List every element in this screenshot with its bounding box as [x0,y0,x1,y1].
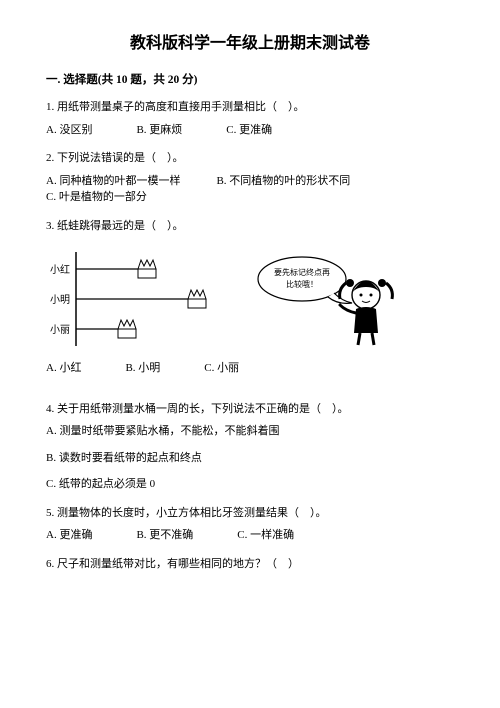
question-5: 5. 测量物体的长度时，小立方体相比牙签测量结果（ ）。 A. 更准确 B. 更… [46,505,454,544]
q5-opt-a: A. 更准确 [46,527,92,544]
q4-opt-b: B. 读数时要看纸带的起点和终点 [46,450,454,467]
q5-opt-b: B. 更不准确 [136,527,193,544]
q1-opt-a: A. 没区别 [46,122,92,139]
q2-text: 2. 下列说法错误的是（ ）。 [46,150,454,167]
q3-opt-b: B. 小明 [125,360,160,377]
q1-text: 1. 用纸带测量桌子的高度和直接用手测量相比（ ）。 [46,99,454,116]
race-name-a: 小红 [50,263,70,276]
question-4: 4. 关于用纸带测量水桶一周的长，下列说法不正确的是（ ）。 A. 测量时纸带要… [46,401,454,493]
question-2: 2. 下列说法错误的是（ ）。 A. 同种植物的叶都一模一样 B. 不同植物的叶… [46,150,454,206]
q4-text: 4. 关于用纸带测量水桶一周的长，下列说法不正确的是（ ）。 [46,401,454,418]
q3-opt-a: A. 小红 [46,360,81,377]
frog-icon [138,260,156,278]
question-6: 6. 尺子和测量纸带对比，有哪些相同的地方？（ ） [46,556,454,573]
girl-icon: 要先标记终点再 比较哦！ [256,249,396,349]
q2-opt-c: C. 叶是植物的一部分 [46,189,147,206]
q2-opt-a: A. 同种植物的叶都一模一样 [46,173,180,190]
q5-opt-c: C. 一样准确 [237,527,294,544]
question-1: 1. 用纸带测量桌子的高度和直接用手测量相比（ ）。 A. 没区别 B. 更麻烦… [46,99,454,138]
q3-opt-c: C. 小丽 [204,360,239,377]
q3-text: 3. 纸蛙跳得最远的是（ ）。 [46,218,454,235]
q4-opt-c: C. 纸带的起点必须是 0 [46,476,454,493]
race-name-c: 小丽 [50,324,70,336]
bubble-line1: 要先标记终点再 [274,267,330,277]
q1-opt-c: C. 更准确 [226,122,272,139]
q2-opt-b: B. 不同植物的叶的形状不同 [216,173,350,190]
q3-figure: 小红 小明 小丽 要先标记终点再 比较哦！ [46,244,454,354]
q4-opt-a: A. 测量时纸带要紧贴水桶，不能松，不能斜着围 [46,423,454,440]
q1-opt-b: B. 更麻烦 [136,122,182,139]
race-name-b: 小明 [50,294,70,306]
bubble-line2: 比较哦！ [286,279,318,289]
section-header: 一. 选择题(共 10 题，共 20 分) [46,72,454,89]
q6-text: 6. 尺子和测量纸带对比，有哪些相同的地方？（ ） [46,556,454,573]
q5-text: 5. 测量物体的长度时，小立方体相比牙签测量结果（ ）。 [46,505,454,522]
race-diagram-icon: 小红 小明 小丽 [46,244,236,354]
frog-icon [188,290,206,308]
page-title: 教科版科学一年级上册期末测试卷 [46,32,454,56]
frog-icon [118,320,136,338]
question-3: 3. 纸蛙跳得最远的是（ ）。 小红 小明 小丽 [46,218,454,377]
